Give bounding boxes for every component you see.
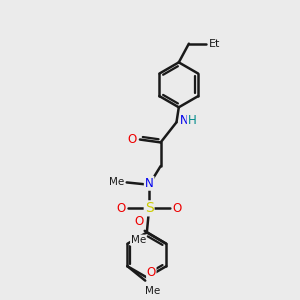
Text: O: O bbox=[116, 202, 125, 215]
Text: H: H bbox=[188, 114, 196, 127]
Text: Me: Me bbox=[130, 235, 146, 245]
Text: O: O bbox=[147, 266, 156, 279]
Text: Me: Me bbox=[145, 286, 160, 296]
Text: S: S bbox=[145, 201, 154, 215]
Text: Me: Me bbox=[109, 177, 124, 188]
Text: O: O bbox=[127, 133, 136, 146]
Text: O: O bbox=[173, 202, 182, 215]
Text: N: N bbox=[145, 177, 154, 190]
Text: Et: Et bbox=[208, 39, 220, 49]
Text: N: N bbox=[180, 114, 189, 127]
Text: O: O bbox=[134, 215, 143, 229]
